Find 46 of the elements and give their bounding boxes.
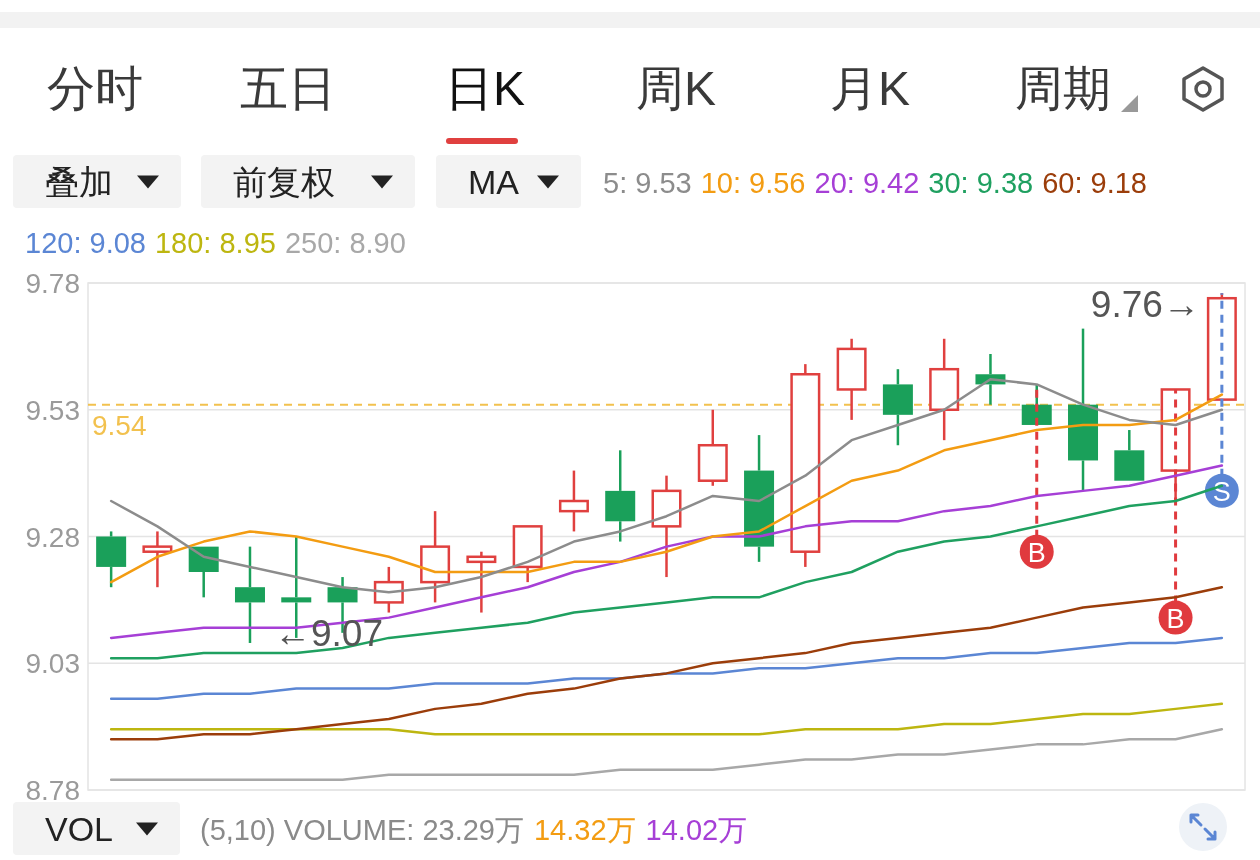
text: 周K [635,62,717,115]
candlestick [234,545,265,645]
text: 叠加 [45,163,113,201]
candlestick [790,362,821,569]
data-label: S [1212,476,1231,507]
text: VOL [45,810,114,848]
text: 180: 8.95 [154,227,276,259]
candlestick [558,469,589,533]
candlestick [142,530,173,589]
text: 五日 [240,62,336,115]
candlestick [836,337,867,422]
text: 14.02万 [645,814,748,846]
text: 120: 9.08 [25,227,146,259]
text: 月K [829,62,911,115]
y-tick-label: 9.53 [25,394,80,426]
text: 250: 8.90 [284,227,406,259]
text: 60: 9.18 [1042,167,1147,199]
candlestick [605,449,636,543]
text: 20: 9.42 [814,167,920,199]
text: 分时 [47,62,143,115]
text: 30: 9.38 [928,167,1034,199]
candlestick [420,509,451,604]
text: 日K [444,62,526,115]
y-tick-label: 9.78 [25,268,80,299]
candlestick [96,530,127,589]
text: 14.32万 [533,814,636,846]
y-tick-label: 8.78 [25,775,80,806]
line-series [109,702,1224,736]
text: 周期 [1015,62,1111,115]
y-tick-label: 9.28 [25,521,80,553]
text: 前复权 [233,163,335,201]
data-label: B [1027,537,1046,568]
candlestick [929,337,960,442]
text: 10: 9.56 [700,167,806,199]
data-label: B [1166,603,1185,634]
candlestick [651,474,682,579]
text: (5,10) VOLUME: 23.29万 [200,814,524,846]
text: 5: 9.53 [603,167,692,199]
text: MA [468,163,520,201]
y-tick-label: 9.03 [25,648,80,680]
annotation: 9.76→ [1090,284,1200,326]
line-series [109,727,1224,782]
candlestick [1068,327,1099,493]
candlestick [466,550,497,614]
line-series [109,585,1224,741]
ref-line-label: 9.54 [92,409,147,441]
